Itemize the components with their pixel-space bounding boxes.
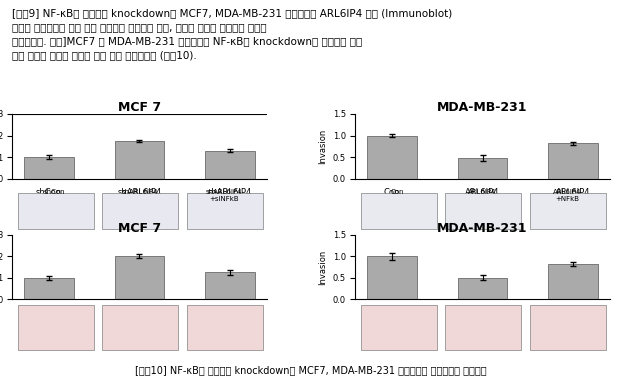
Title: MDA-MB-231: MDA-MB-231 [437,101,527,114]
FancyBboxPatch shape [17,305,94,350]
Bar [367,256,417,299]
FancyBboxPatch shape [445,192,521,229]
Text: [그림9] NF-κB의 과발현과 knockdown이 MCF7, MDA-MB-231 세포주에서 ARL6IP4 변화 (Immunoblot)
이러한 : [그림9] NF-κB의 과발현과 knockdown이 MCF7, MDA-M… [12,8,453,60]
Text: ARL6IP4
+NFkB: ARL6IP4 +NFkB [553,189,582,202]
Bar [114,141,164,179]
Y-axis label: Invasion: Invasion [318,249,327,285]
Bar [458,158,508,179]
FancyBboxPatch shape [17,192,94,229]
Text: shARL6IP4: shARL6IP4 [121,189,158,195]
Bar [24,278,74,299]
Text: Con: Con [391,189,404,195]
Bar [205,151,255,179]
FancyBboxPatch shape [530,192,606,229]
Bar [205,272,255,299]
Bar [114,256,164,299]
Title: MCF 7: MCF 7 [118,222,161,235]
Title: MDA-MB-231: MDA-MB-231 [437,222,527,235]
Bar [458,278,508,299]
FancyBboxPatch shape [187,192,263,229]
Bar [548,143,598,179]
FancyBboxPatch shape [102,305,179,350]
FancyBboxPatch shape [530,305,606,350]
Bar [24,157,74,179]
FancyBboxPatch shape [361,305,437,350]
Y-axis label: Invasion: Invasion [318,129,327,164]
Bar [548,264,598,299]
Text: shARL6IP4
+siNFkB: shARL6IP4 +siNFkB [206,189,243,202]
Text: ARL6IP4: ARL6IP4 [468,189,497,195]
Text: [그림10] NF-κB의 과발현과 knockdown이 MCF7, MDA-MB-231 세포주에서 세포이동과 침윤능력: [그림10] NF-κB의 과발현과 knockdown이 MCF7, MDA-… [135,365,487,375]
Title: MCF 7: MCF 7 [118,101,161,114]
FancyBboxPatch shape [102,192,179,229]
FancyBboxPatch shape [187,305,263,350]
FancyBboxPatch shape [361,192,437,229]
Bar [367,136,417,179]
Text: shCon: shCon [44,189,65,195]
FancyBboxPatch shape [445,305,521,350]
